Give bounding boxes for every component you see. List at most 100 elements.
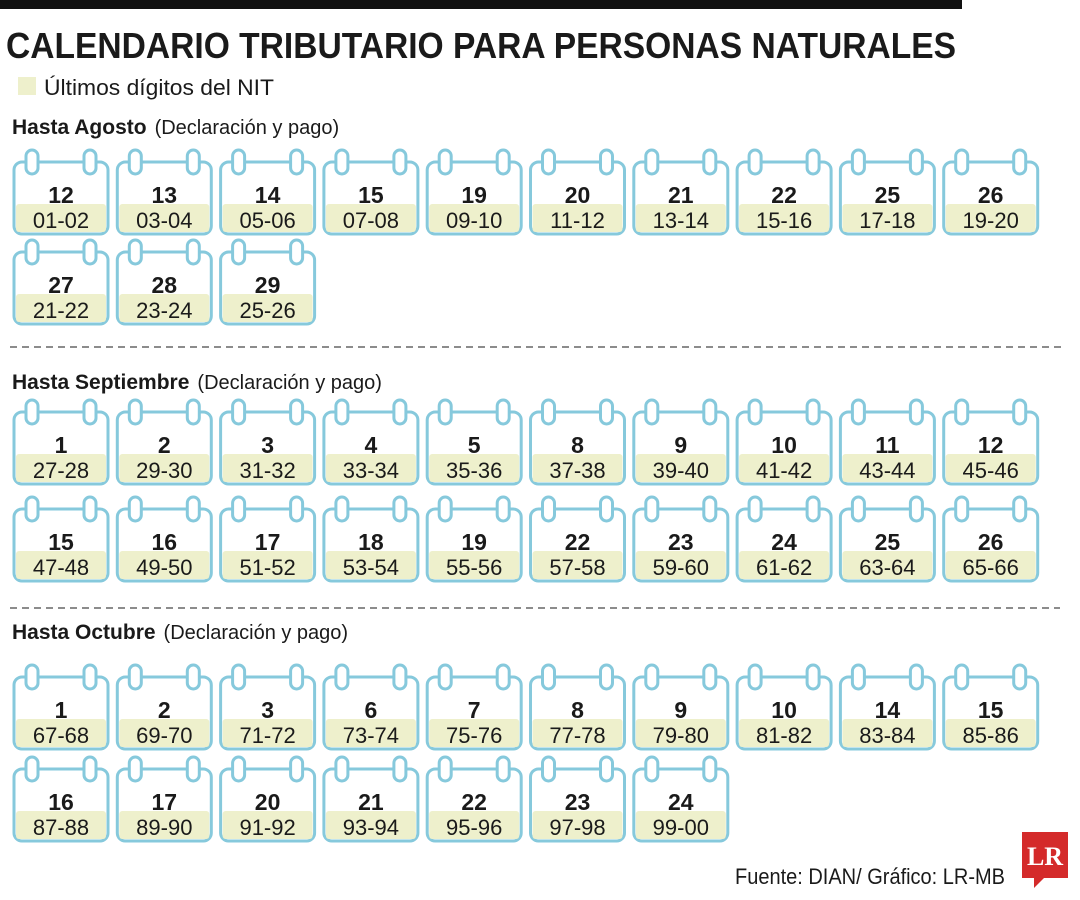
digits: 57-58 — [549, 555, 605, 580]
calendar-ring — [541, 755, 556, 783]
digits: 09-10 — [446, 208, 502, 233]
day: 15 — [358, 182, 384, 208]
calendar-ring — [1012, 398, 1028, 426]
digits: 53-54 — [343, 555, 399, 580]
day: 19 — [461, 529, 487, 555]
calendar: 167-68 — [12, 663, 110, 751]
calendar-highlight — [16, 294, 106, 322]
day: 24 — [771, 529, 797, 555]
calendar-ring — [185, 755, 201, 783]
digits: 65-66 — [963, 555, 1019, 580]
day: 20 — [565, 182, 591, 208]
calendar: 775-76 — [425, 663, 523, 751]
digits: 69-70 — [136, 723, 192, 748]
digits: 73-74 — [343, 723, 399, 748]
calendar-highlight — [119, 719, 210, 747]
calendar-highlight — [635, 811, 726, 839]
digits: 79-80 — [653, 723, 709, 748]
calendar-ring — [644, 148, 660, 176]
calendar-ring — [185, 238, 201, 266]
calendar-highlight — [325, 551, 416, 579]
calendar-highlight — [222, 204, 313, 232]
calendar-ring — [805, 398, 821, 426]
calendar-ring — [231, 398, 247, 426]
calendar-ring — [702, 663, 718, 691]
calendar-highlight — [16, 454, 106, 482]
calendar-ring — [334, 755, 350, 783]
digits: 89-90 — [136, 815, 192, 840]
calendar-highlight — [16, 719, 106, 747]
logo: LR — [1027, 842, 1063, 871]
calendar-highlight — [429, 551, 520, 579]
calendar-highlight — [16, 811, 106, 839]
calendar-highlight — [739, 551, 830, 579]
calendar-ring — [185, 148, 201, 176]
calendar-ring — [185, 663, 201, 691]
calendar-ring — [541, 495, 556, 523]
calendar-highlight — [945, 454, 1036, 482]
calendar-highlight — [945, 551, 1036, 579]
calendar-ring — [437, 755, 453, 783]
day: 29 — [255, 272, 281, 298]
calendar-highlight — [635, 719, 726, 747]
day: 9 — [674, 432, 687, 458]
day: 12 — [978, 432, 1004, 458]
digits: 27-28 — [33, 458, 89, 483]
calendar-highlight — [119, 551, 210, 579]
calendar-highlight — [532, 454, 623, 482]
day: 18 — [358, 529, 384, 555]
calendar-highlight — [16, 551, 106, 579]
legend-swatch — [18, 77, 36, 95]
calendar-highlight — [945, 204, 1036, 232]
digits: 19-20 — [963, 208, 1019, 233]
calendar-highlight — [325, 454, 416, 482]
calendar-highlight — [532, 551, 623, 579]
calendar: 433-34 — [322, 398, 420, 486]
day: 10 — [771, 697, 797, 723]
calendar-ring — [127, 663, 143, 691]
calendar-ring — [392, 755, 408, 783]
digits: 81-82 — [756, 723, 812, 748]
calendar-highlight — [429, 454, 520, 482]
calendar-ring — [850, 495, 866, 523]
calendar-highlight — [635, 204, 726, 232]
day: 21 — [358, 789, 384, 815]
calendar-ring — [747, 663, 763, 691]
source: Fuente: DIAN/ Gráfico: LR-MB — [735, 864, 1005, 889]
digits: 75-76 — [446, 723, 502, 748]
calendar-ring — [850, 663, 866, 691]
section-heading: Hasta Agosto — [12, 116, 147, 139]
calendar-ring — [437, 495, 453, 523]
calendar: 939-40 — [632, 398, 730, 486]
calendar-ring — [392, 495, 408, 523]
day: 26 — [978, 182, 1004, 208]
calendar-ring — [599, 663, 614, 691]
calendar-ring — [747, 495, 763, 523]
section-note: (Declaración y pago) — [197, 372, 382, 394]
calendar-ring — [392, 663, 408, 691]
calendar-ring — [392, 398, 408, 426]
calendar-ring — [1012, 663, 1028, 691]
calendar-ring — [495, 495, 511, 523]
calendar-highlight — [325, 719, 416, 747]
calendar-ring — [495, 148, 511, 176]
day: 13 — [152, 182, 178, 208]
calendar-ring — [127, 148, 143, 176]
digits: 85-86 — [963, 723, 1019, 748]
calendar-ring — [805, 663, 821, 691]
calendar-highlight — [429, 811, 520, 839]
